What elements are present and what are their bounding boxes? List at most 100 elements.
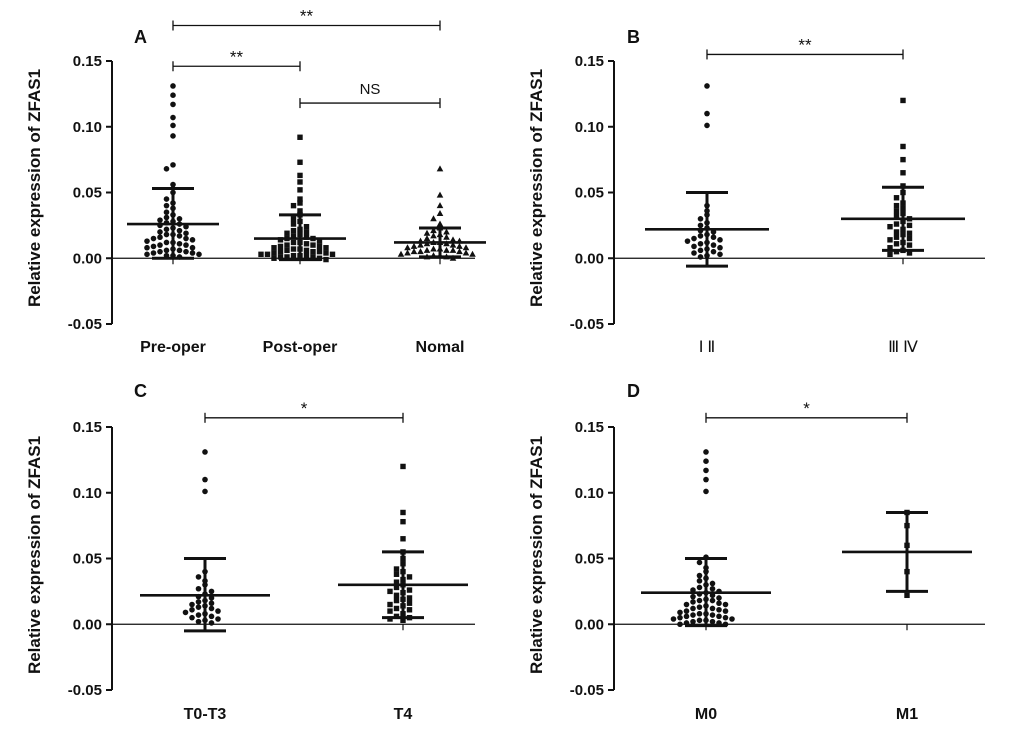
data-point <box>284 242 290 248</box>
data-point <box>906 230 913 236</box>
data-point <box>406 574 413 580</box>
data-point <box>704 83 710 89</box>
data-point <box>176 227 183 234</box>
data-point <box>195 585 202 592</box>
data-point <box>393 605 400 612</box>
data-point <box>684 238 691 244</box>
data-point <box>176 240 183 247</box>
data-point <box>690 605 696 612</box>
data-point <box>456 248 463 255</box>
data-point <box>677 614 683 621</box>
group-0: M0 <box>641 449 771 723</box>
data-point <box>176 216 183 222</box>
y-axis-title: Relative expression of ZFAS1 <box>25 69 44 307</box>
data-point <box>277 237 284 243</box>
y-tick-label: 0.15 <box>73 419 102 436</box>
significance-bracket: ** <box>172 47 301 72</box>
data-point <box>170 92 176 98</box>
data-point <box>443 233 450 240</box>
data-point <box>310 248 316 255</box>
data-point <box>393 566 400 572</box>
data-point <box>887 237 893 243</box>
data-point <box>696 559 703 566</box>
y-axis-title: Relative expression of ZFAS1 <box>527 436 546 674</box>
data-point <box>277 243 284 250</box>
data-point <box>703 467 709 474</box>
data-point <box>189 606 195 613</box>
data-point <box>297 208 303 214</box>
data-point <box>150 243 157 250</box>
data-point <box>716 600 722 607</box>
data-point <box>400 463 406 470</box>
data-point <box>202 488 208 495</box>
data-point <box>264 251 271 258</box>
data-point <box>683 608 690 614</box>
data-point <box>893 195 900 201</box>
data-point <box>696 584 703 591</box>
panel-b: -0.05 0.00 0.05 0.10 0.15 Relative expression… <box>527 27 985 356</box>
data-point <box>297 159 303 165</box>
group-0: T0-T3 <box>140 449 270 723</box>
data-point <box>170 122 176 129</box>
y-axis-title: Relative expression of ZFAS1 <box>25 436 44 674</box>
data-point <box>163 196 170 202</box>
significance-label: * <box>301 399 308 418</box>
data-point <box>406 607 413 613</box>
data-point <box>704 110 710 117</box>
data-point <box>189 237 196 243</box>
data-point <box>310 242 316 248</box>
data-point <box>904 592 910 599</box>
panel-letter: D <box>627 381 640 401</box>
data-point <box>393 579 400 585</box>
data-point <box>163 166 170 172</box>
data-point <box>316 243 323 250</box>
data-point <box>163 231 170 238</box>
data-point <box>670 616 677 622</box>
data-point <box>710 248 717 255</box>
data-point <box>696 578 703 584</box>
y-tick-label: 0.15 <box>73 53 102 70</box>
data-point <box>183 248 189 255</box>
x-tick-label: M0 <box>695 706 717 723</box>
data-point <box>176 247 183 254</box>
data-point <box>690 593 696 600</box>
data-point <box>406 587 413 593</box>
data-point <box>290 246 297 252</box>
data-point <box>690 612 696 618</box>
y-tick-label: 0.05 <box>73 551 102 568</box>
y-tick-label: -0.05 <box>570 316 604 333</box>
data-point <box>303 247 310 254</box>
data-point <box>163 214 170 221</box>
panel-a: -0.05 0.00 0.05 0.10 0.15 Relative expression… <box>25 6 486 356</box>
data-point <box>170 162 176 168</box>
y-tick-label: 0.00 <box>575 250 604 267</box>
significance-bracket: ** <box>706 35 904 60</box>
data-point <box>215 616 221 622</box>
data-point <box>297 172 303 179</box>
data-point <box>430 232 437 239</box>
data-point <box>290 202 297 209</box>
data-point <box>677 609 683 616</box>
data-point <box>393 597 400 604</box>
data-point <box>157 217 163 223</box>
data-point <box>202 476 208 483</box>
y-tick-label: 0.05 <box>575 185 604 202</box>
data-point <box>157 242 163 248</box>
data-point <box>400 617 406 624</box>
data-point <box>195 612 202 618</box>
data-point <box>443 228 450 235</box>
data-point <box>400 536 406 542</box>
data-point <box>202 449 208 455</box>
data-point <box>906 242 913 248</box>
data-point <box>449 241 457 248</box>
data-point <box>430 215 437 222</box>
data-point <box>696 617 703 624</box>
data-point <box>271 245 277 251</box>
data-point <box>893 208 900 214</box>
data-point <box>400 518 406 525</box>
data-point <box>677 621 683 628</box>
data-point <box>195 604 202 610</box>
data-point <box>284 230 290 236</box>
significance-bracket: * <box>204 399 404 423</box>
data-point <box>290 233 297 239</box>
